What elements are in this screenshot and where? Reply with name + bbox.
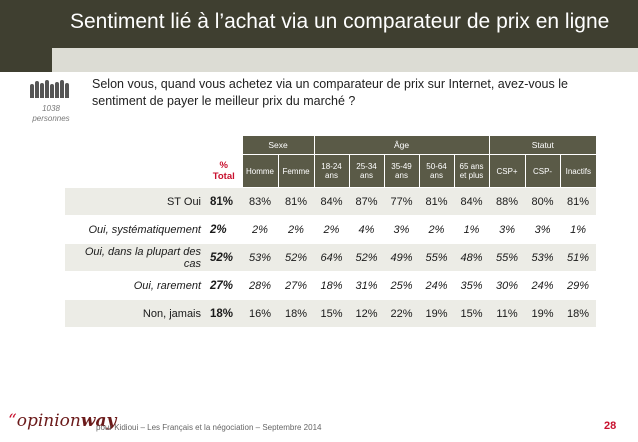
cell: 51% <box>560 243 597 272</box>
group-statut: Statut <box>488 136 597 155</box>
group-age: Âge <box>313 136 490 155</box>
cell: 2% <box>419 215 454 244</box>
cell: 15% <box>454 299 490 327</box>
cell: 88% <box>489 187 526 216</box>
cell: 27% <box>278 271 314 300</box>
cell: 2% <box>242 215 278 244</box>
cell: 11% <box>489 299 526 327</box>
cell: 84% <box>314 187 349 216</box>
cell: 64% <box>314 243 349 272</box>
row-total: 18% <box>206 299 242 327</box>
row-total: 2% <box>206 215 242 244</box>
row-label: Oui, rarement <box>65 271 206 300</box>
cell: 1% <box>560 215 597 244</box>
col-header: CSP- <box>524 154 561 188</box>
cell: 2% <box>278 215 314 244</box>
cell: 18% <box>560 299 597 327</box>
cell: 52% <box>278 243 314 272</box>
title-accent-band <box>0 48 638 72</box>
footer-text: pour Kidioui – Les Français et la négoci… <box>96 423 322 432</box>
cell: 55% <box>489 243 526 272</box>
cell: 4% <box>349 215 384 244</box>
col-header: 65 ans et plus <box>453 154 490 188</box>
cell: 22% <box>384 299 419 327</box>
cell: 3% <box>384 215 419 244</box>
opinionway-logo: “opinionway <box>8 411 117 431</box>
cell: 16% <box>242 299 278 327</box>
group-header-row: Sexe Âge Statut <box>65 136 597 155</box>
cell: 80% <box>525 187 561 216</box>
col-header: 50-64 ans <box>418 154 454 188</box>
row-total: 81% <box>206 187 242 216</box>
title-bar <box>0 0 638 48</box>
respondent-count: 1038 personnes <box>28 104 74 124</box>
cell: 53% <box>242 243 278 272</box>
col-header: CSP+ <box>488 154 526 188</box>
cell: 55% <box>419 243 454 272</box>
cell: 84% <box>454 187 490 216</box>
cell: 29% <box>560 271 597 300</box>
respondent-label: personnes <box>32 114 70 123</box>
col-header: 25-34 ans <box>348 154 384 188</box>
cell: 24% <box>525 271 561 300</box>
cell: 81% <box>560 187 597 216</box>
cell: 31% <box>349 271 384 300</box>
cell: 52% <box>349 243 384 272</box>
cell: 28% <box>242 271 278 300</box>
col-header: 18-24 ans <box>313 154 349 188</box>
table-row: Non, jamais 18% 16% 18% 15% 12% 22% 19% … <box>65 299 597 327</box>
results-table: Sexe Âge Statut % Total Homme Femme 18-24… <box>65 136 597 327</box>
cell: 3% <box>525 215 561 244</box>
cell: 87% <box>349 187 384 216</box>
cell: 24% <box>419 271 454 300</box>
cell: 25% <box>384 271 419 300</box>
group-sexe: Sexe <box>241 136 314 155</box>
cell: 12% <box>349 299 384 327</box>
cell: 48% <box>454 243 490 272</box>
page-number: 28 <box>604 420 617 432</box>
cell: 81% <box>419 187 454 216</box>
column-header-row: % Total Homme Femme 18-24 ans 25-34 ans 35-… <box>65 154 597 188</box>
cell: 77% <box>384 187 419 216</box>
row-label: Oui, systématiquement <box>65 215 206 244</box>
table-row: ST Oui 81% 83% 81% 84% 87% 77% 81% 84% 8… <box>65 187 597 216</box>
cell: 19% <box>419 299 454 327</box>
cell: 83% <box>242 187 278 216</box>
people-icon <box>30 80 70 98</box>
col-header: Inactifs <box>559 154 597 188</box>
row-total: 52% <box>206 243 242 272</box>
table-row: Oui, rarement 27% 28% 27% 18% 31% 25% 24… <box>65 271 597 300</box>
cell: 1% <box>454 215 490 244</box>
total-header: % Total <box>206 154 242 188</box>
cell: 81% <box>278 187 314 216</box>
cell: 19% <box>525 299 561 327</box>
col-header: Femme <box>277 154 314 188</box>
table-row: Oui, dans la plupart des cas 52% 53% 52%… <box>65 243 597 272</box>
cell: 15% <box>314 299 349 327</box>
slide-title: Sentiment lié à l’achat via un comparate… <box>70 10 610 33</box>
cell: 18% <box>278 299 314 327</box>
cell: 53% <box>525 243 561 272</box>
cell: 2% <box>314 215 349 244</box>
row-label: Non, jamais <box>65 299 206 327</box>
cell: 3% <box>489 215 526 244</box>
survey-question: Selon vous, quand vous achetez via un co… <box>92 77 568 108</box>
col-header: 35-49 ans <box>383 154 419 188</box>
respondent-number: 1038 <box>42 104 60 113</box>
table-row: Oui, systématiquement 2% 2% 2% 2% 4% 3% … <box>65 215 597 244</box>
row-total: 27% <box>206 271 242 300</box>
title-accent-block <box>0 48 52 72</box>
cell: 18% <box>314 271 349 300</box>
row-label: Oui, dans la plupart des cas <box>65 243 206 272</box>
cell: 49% <box>384 243 419 272</box>
cell: 35% <box>454 271 490 300</box>
cell: 30% <box>489 271 526 300</box>
row-label: ST Oui <box>65 187 206 216</box>
col-header: Homme <box>241 154 278 188</box>
